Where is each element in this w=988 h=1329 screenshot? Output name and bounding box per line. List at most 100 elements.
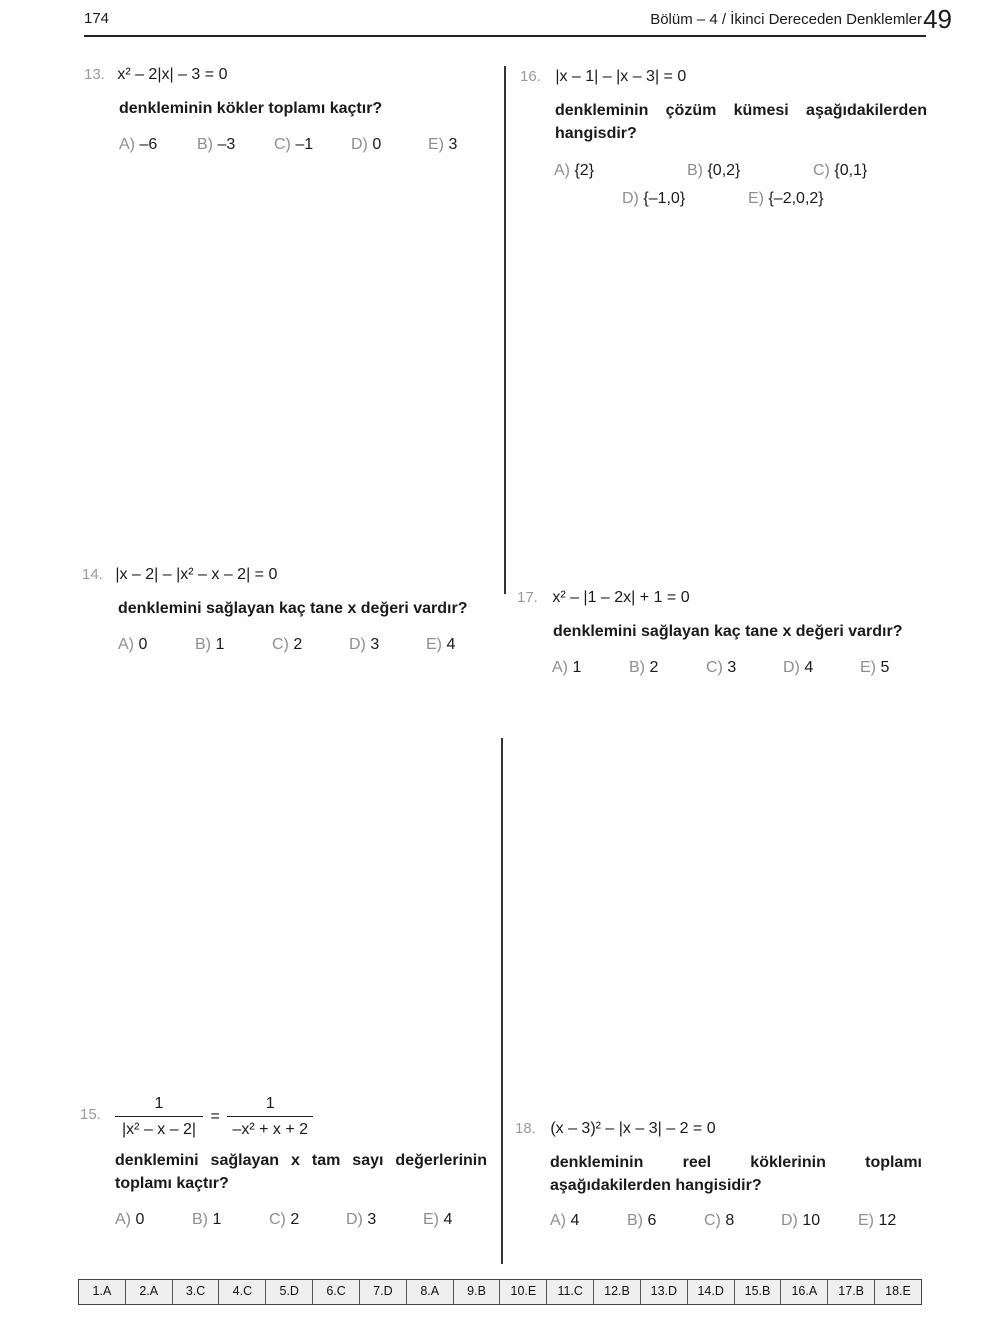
- option-letter: D): [781, 1212, 798, 1229]
- question-equation: |x – 1| – |x – 3| = 0: [555, 68, 687, 85]
- option-c[interactable]: C) –1: [274, 136, 313, 154]
- option-letter: C): [813, 162, 830, 179]
- answer-key-cell: 1.A: [79, 1280, 126, 1304]
- option-a[interactable]: A) –6: [119, 136, 157, 154]
- option-d[interactable]: D) 3: [346, 1211, 376, 1229]
- option-letter: B): [627, 1212, 643, 1229]
- option-c[interactable]: C) 2: [272, 636, 302, 654]
- option-value: 4: [443, 1211, 453, 1228]
- option-letter: A): [118, 636, 134, 653]
- answer-key-cell: 12.B: [594, 1280, 641, 1304]
- equals-sign: =: [210, 1108, 220, 1125]
- answer-key-cell: 13.D: [640, 1280, 688, 1304]
- option-letter: B): [687, 162, 703, 179]
- column-divider-top: [504, 66, 506, 594]
- option-a[interactable]: A) {2}: [554, 162, 594, 180]
- answer-key-cell: 14.D: [687, 1280, 735, 1304]
- question-prompt: denklemini sağlayan kaç tane x değeri va…: [553, 623, 903, 640]
- option-value: 3: [367, 1211, 377, 1228]
- question-17: 17. x² – |1 – 2x| + 1 = 0: [517, 589, 690, 607]
- option-b[interactable]: B) 6: [627, 1212, 656, 1230]
- answer-key-bar: 1.A 2.A 3.C 4.C 5.D 6.C 7.D 8.A 9.B 10.E…: [78, 1279, 922, 1305]
- chapter-title: Bölüm – 4 / İkinci Dereceden Denklemler: [650, 11, 922, 28]
- option-d[interactable]: D) 10: [781, 1212, 820, 1230]
- option-value: –1: [295, 136, 314, 153]
- answer-key-cell: 8.A: [406, 1280, 454, 1304]
- option-e[interactable]: E) 12: [858, 1212, 896, 1230]
- option-letter: D): [346, 1211, 363, 1228]
- answer-key-cell: 6.C: [313, 1280, 360, 1304]
- option-value: 4: [570, 1212, 580, 1229]
- option-value: {–1,0}: [643, 190, 686, 207]
- question-equation: |x – 2| – |x² – x – 2| = 0: [115, 566, 278, 583]
- fraction-denominator: –x² + x + 2: [232, 1121, 309, 1138]
- option-e[interactable]: E) 3: [428, 136, 457, 154]
- question-15-equation: 1 |x² – x – 2| = 1 –x² + x + 2: [115, 1095, 314, 1139]
- option-d[interactable]: D) 4: [783, 659, 813, 677]
- question-number: 18.: [515, 1120, 536, 1137]
- question-number: 14.: [82, 566, 103, 583]
- option-d[interactable]: D) 3: [349, 636, 379, 654]
- option-value: 6: [647, 1212, 657, 1229]
- option-letter: D): [783, 659, 800, 676]
- option-c[interactable]: C) {0,1}: [813, 162, 867, 180]
- option-letter: A): [554, 162, 570, 179]
- fraction-left: 1 |x² – x – 2|: [115, 1095, 203, 1139]
- question-18: 18. (x – 3)² – |x – 3| – 2 = 0: [515, 1120, 716, 1138]
- option-value: 8: [725, 1212, 735, 1229]
- option-a[interactable]: A) 1: [552, 659, 581, 677]
- answer-key-cell: 2.A: [125, 1280, 173, 1304]
- fraction-right: 1 –x² + x + 2: [227, 1095, 314, 1139]
- question-equation: x² – |1 – 2x| + 1 = 0: [552, 589, 690, 606]
- option-letter: E): [858, 1212, 874, 1229]
- option-e[interactable]: E) 4: [426, 636, 455, 654]
- option-value: {0,1}: [834, 162, 868, 179]
- question-prompt: denkleminin çözüm kümesi aşağıdakilerden…: [555, 102, 927, 142]
- option-c[interactable]: C) 3: [706, 659, 736, 677]
- header-rule: [84, 35, 926, 37]
- option-c[interactable]: C) 8: [704, 1212, 734, 1230]
- answer-key-cell: 10.E: [500, 1280, 548, 1304]
- option-e[interactable]: E) 5: [860, 659, 889, 677]
- option-letter: E): [860, 659, 876, 676]
- question-prompt: denkleminin reel köklerinin toplamı aşağ…: [550, 1154, 922, 1194]
- option-a[interactable]: A) 0: [115, 1211, 144, 1229]
- answer-key-cell: 9.B: [453, 1280, 501, 1304]
- option-value: 4: [804, 659, 814, 676]
- answer-key-cell: 3.C: [172, 1280, 220, 1304]
- fraction-denominator: |x² – x – 2|: [121, 1121, 197, 1138]
- option-e[interactable]: E) {–2,0,2}: [748, 190, 824, 208]
- fraction-numerator: 1: [115, 1095, 203, 1117]
- option-letter: C): [706, 659, 723, 676]
- option-c[interactable]: C) 2: [269, 1211, 299, 1229]
- option-b[interactable]: B) –3: [197, 136, 235, 154]
- option-value: 5: [880, 659, 890, 676]
- option-a[interactable]: A) 4: [550, 1212, 579, 1230]
- page-number: 174: [84, 10, 110, 27]
- option-b[interactable]: B) 1: [195, 636, 224, 654]
- question-number: 15.: [80, 1106, 101, 1123]
- option-letter: A): [115, 1211, 131, 1228]
- option-value: 3: [448, 136, 458, 153]
- option-b[interactable]: B) 2: [629, 659, 658, 677]
- option-value: 1: [572, 659, 582, 676]
- option-b[interactable]: B) 1: [192, 1211, 221, 1229]
- option-letter: E): [423, 1211, 439, 1228]
- option-letter: B): [195, 636, 211, 653]
- option-d[interactable]: D) 0: [351, 136, 381, 154]
- option-d[interactable]: D) {–1,0}: [622, 190, 685, 208]
- answer-key-cell: 15.B: [734, 1280, 782, 1304]
- answer-key-cell: 16.A: [781, 1280, 829, 1304]
- option-a[interactable]: A) 0: [118, 636, 147, 654]
- option-letter: D): [351, 136, 368, 153]
- option-letter: E): [428, 136, 444, 153]
- option-letter: E): [426, 636, 442, 653]
- option-letter: B): [197, 136, 213, 153]
- option-letter: D): [622, 190, 639, 207]
- option-b[interactable]: B) {0,2}: [687, 162, 740, 180]
- option-value: {–2,0,2}: [768, 190, 824, 207]
- option-letter: E): [748, 190, 764, 207]
- option-value: 0: [138, 636, 148, 653]
- option-value: 3: [370, 636, 380, 653]
- option-e[interactable]: E) 4: [423, 1211, 452, 1229]
